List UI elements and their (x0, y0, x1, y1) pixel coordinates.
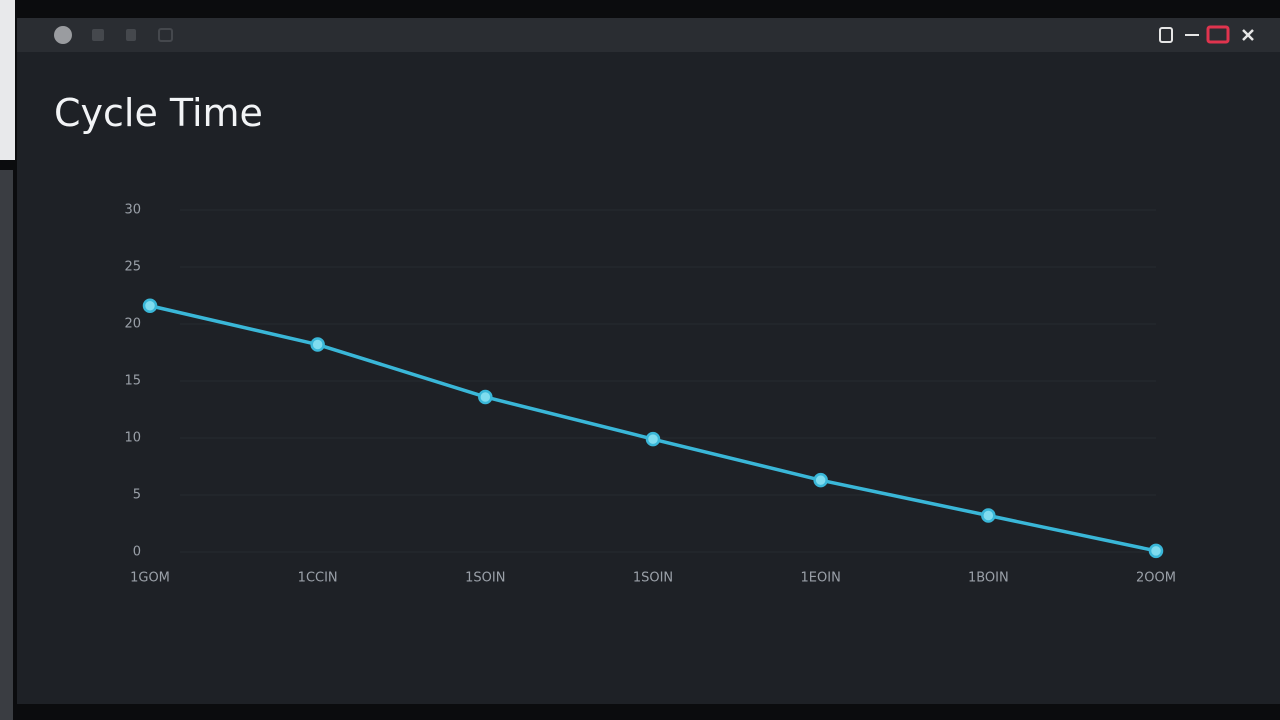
data-point (813, 472, 828, 488)
x-tick-label: 1EOIN (801, 571, 841, 586)
data-point (478, 389, 493, 405)
side-strip-dark (0, 170, 13, 720)
side-strip (0, 0, 15, 160)
y-tick-label: 0 (133, 545, 141, 560)
data-point (1148, 543, 1164, 559)
maximize-button[interactable] (1206, 25, 1230, 44)
data-point (981, 508, 996, 523)
restore-button[interactable] (1159, 27, 1173, 43)
x-tick-label: 1SOIN (633, 571, 673, 586)
title-bar (17, 18, 1280, 52)
y-tick-label: 10 (124, 431, 141, 446)
y-tick-label: 5 (133, 488, 141, 503)
data-point (142, 298, 158, 314)
x-tick-label: 2OOM (1136, 571, 1176, 586)
data-point (645, 431, 661, 447)
window-button[interactable] (54, 26, 72, 44)
x-tick-label: 1BOIN (968, 571, 1009, 586)
window (17, 18, 1280, 704)
y-tick-label: 30 (124, 203, 141, 218)
x-tick-label: 1GOM (130, 571, 170, 586)
data-point (310, 337, 325, 352)
x-tick-label: 1CCIN (298, 571, 338, 586)
toolbar-icon[interactable] (126, 29, 136, 41)
x-tick-label: 1SOIN (465, 571, 505, 586)
toolbar-icon[interactable] (158, 28, 173, 42)
y-tick-label: 20 (124, 317, 141, 332)
plot: 0 5 10 15 20 25 30 1GOM 1CCIN 1SOIN 1SOIN 1EOIN 1BOI… (124, 203, 1176, 586)
y-tick-label: 15 (124, 374, 141, 389)
toolbar-icon[interactable] (92, 29, 104, 41)
close-button[interactable] (1242, 29, 1254, 41)
chart-title: Cycle Time (54, 91, 263, 135)
y-tick-label: 25 (124, 260, 141, 275)
